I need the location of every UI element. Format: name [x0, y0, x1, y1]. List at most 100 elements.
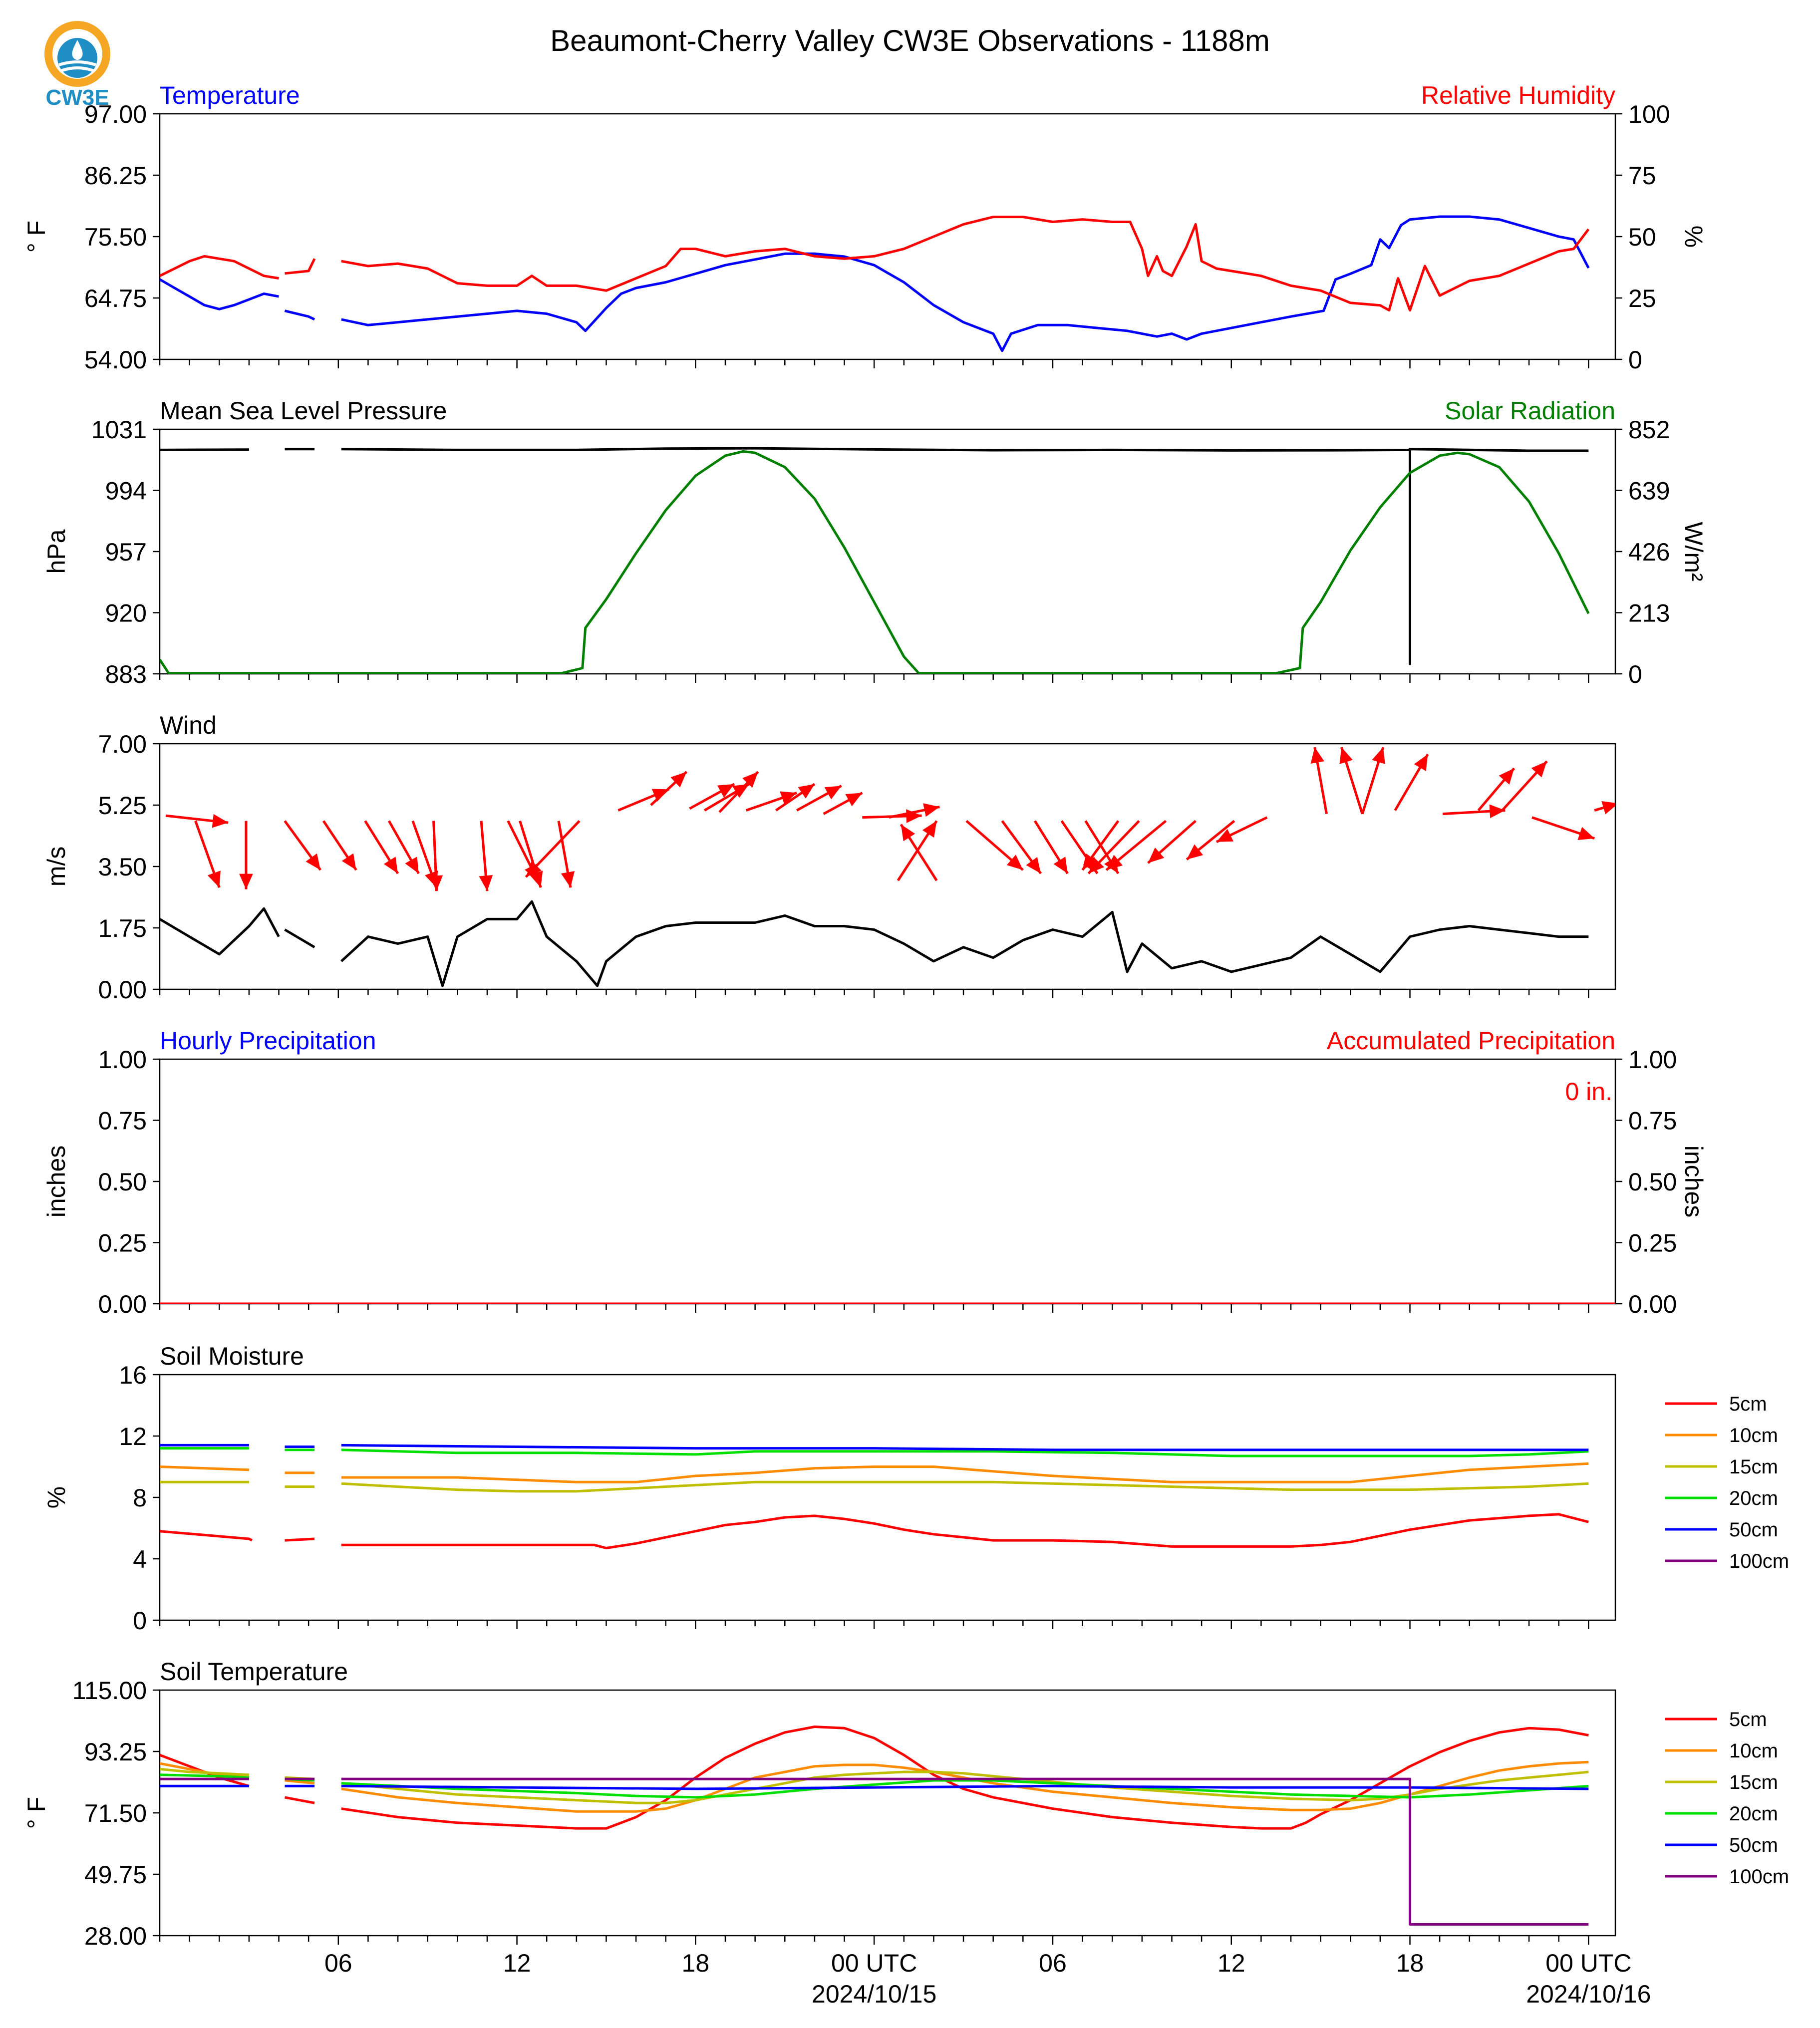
right-tick-label: 50 — [1628, 223, 1656, 251]
wind-arrow — [1186, 820, 1235, 861]
wind-arrow — [194, 820, 221, 888]
right-tick-label: 25 — [1628, 285, 1656, 312]
wind-arrow — [1501, 760, 1548, 812]
right-tick-label: 1.00 — [1628, 1046, 1677, 1074]
x-axis: 06 12 18 00 UTC 06 12 18 00 UTC 2024/10/15 2024/1… — [324, 1949, 1651, 2008]
right-tick-label: 75 — [1628, 162, 1656, 190]
legend-label: 5cm — [1729, 1709, 1767, 1731]
series-line-solar-radiation — [160, 450, 1590, 674]
legend-label: 100cm — [1729, 1550, 1789, 1572]
left-tick-label: 75.50 — [84, 223, 147, 251]
wind-arrow — [1310, 747, 1328, 815]
series-line-5cm — [160, 1513, 1589, 1549]
left-tick-label: 12 — [119, 1423, 147, 1450]
series-line-50cm — [160, 1784, 1589, 1790]
wind-arrow — [796, 785, 842, 812]
left-unit-label: ° F — [22, 221, 50, 253]
left-tick-label: 3.50 — [98, 853, 147, 881]
wind-arrow — [1477, 767, 1516, 812]
panel-soil_moisture: Soil Moisture 0 4 8 12 16% 5cm 10cm 15cm 20cm 50cm… — [42, 1342, 1789, 1635]
left-tick-label: 1.00 — [98, 1046, 147, 1074]
wind-arrow — [1442, 804, 1506, 819]
left-tick-label: 8 — [133, 1484, 147, 1512]
right-tick-label: 0.00 — [1628, 1290, 1677, 1318]
right-tick-label: 213 — [1628, 599, 1670, 627]
left-axis-title: Soil Temperature — [160, 1658, 348, 1686]
legend-label: 15cm — [1729, 1771, 1778, 1793]
logo-drop-icon — [72, 40, 83, 60]
right-axis-title: Relative Humidity — [1421, 81, 1615, 109]
x-tick-label: 18 — [1396, 1949, 1424, 1977]
wind-arrows — [165, 747, 1615, 891]
left-tick-label: 0.75 — [98, 1107, 147, 1135]
x-tick-label: 12 — [1217, 1949, 1245, 1977]
legend-label: 15cm — [1729, 1456, 1778, 1478]
left-axis-title: Temperature — [160, 81, 300, 109]
right-tick-label: 639 — [1628, 477, 1670, 505]
left-tick-label: 86.25 — [84, 162, 147, 190]
right-tick-label: 0.75 — [1628, 1107, 1677, 1135]
legend-label: 100cm — [1729, 1866, 1789, 1888]
wind-arrow — [889, 803, 940, 819]
right-tick-label: 0 — [1628, 660, 1642, 688]
left-tick-label: 115.00 — [72, 1677, 147, 1705]
x-tick-label: 12 — [503, 1949, 531, 1977]
wind-arrow — [823, 792, 863, 815]
left-axis-title: Hourly Precipitation — [160, 1027, 376, 1055]
wind-arrow — [775, 783, 816, 812]
wind-arrow — [239, 821, 253, 889]
legend-label: 20cm — [1729, 1487, 1778, 1509]
figure-title: Beaumont-Cherry Valley CW3E Observations… — [550, 24, 1270, 57]
wind-arrow — [718, 771, 759, 813]
left-axis-title: Soil Moisture — [160, 1342, 304, 1370]
panel-wind: Wind 0.00 1.75 3.50 5.25 7.00 m/s — [42, 711, 1616, 1004]
wind-arrow — [525, 820, 581, 878]
left-unit-label: % — [42, 1486, 70, 1508]
wind-arrow — [284, 820, 322, 871]
x-tick-label: 00 UTC — [831, 1949, 917, 1977]
wind-arrow — [322, 820, 357, 871]
right-tick-label: 100 — [1628, 100, 1670, 128]
right-unit-label: W/m² — [1680, 522, 1708, 581]
wind-arrow — [429, 821, 443, 891]
left-tick-label: 16 — [119, 1361, 147, 1389]
wind-arrow — [1105, 820, 1167, 871]
wind-arrow — [1087, 820, 1140, 874]
left-tick-label: 957 — [105, 538, 147, 566]
series-line-temperature — [160, 215, 1590, 352]
left-tick-label: 1.75 — [98, 914, 147, 942]
panels: Temperature Relative Humidity 54.00 64.75 75… — [22, 81, 1789, 2008]
wind-arrow — [1147, 820, 1197, 864]
left-tick-label: 5.25 — [98, 792, 147, 820]
left-tick-label: 28.00 — [84, 1922, 147, 1950]
wind-arrow — [1594, 801, 1615, 815]
wind-arrow — [745, 791, 797, 812]
wind-arrow — [479, 821, 493, 891]
panel-precip: Hourly Precipitation Accumulated Precipit… — [42, 1027, 1708, 1318]
right-tick-label: 426 — [1628, 538, 1670, 566]
left-unit-label: m/s — [42, 847, 70, 887]
legend-label: 50cm — [1729, 1519, 1778, 1541]
left-tick-label: 64.75 — [84, 285, 147, 312]
right-tick-label: 0 — [1628, 346, 1642, 374]
wind-arrow — [1081, 820, 1120, 871]
left-tick-label: 0.00 — [98, 976, 147, 1004]
legend-label: 5cm — [1729, 1393, 1767, 1415]
series-line-20cm — [160, 1447, 1589, 1457]
left-tick-label: 994 — [105, 477, 147, 505]
right-tick-label: 0.25 — [1628, 1229, 1677, 1257]
wind-arrow — [689, 783, 735, 810]
legend-label: 20cm — [1729, 1803, 1778, 1825]
logo-text: CW3E — [45, 85, 109, 110]
series-line-mean-sea-level-pressure — [160, 447, 1589, 665]
x-tick-label: 06 — [324, 1949, 352, 1977]
wind-arrow — [387, 820, 420, 874]
right-tick-label: 852 — [1628, 416, 1670, 444]
wind-arrow — [1034, 820, 1069, 874]
right-unit-label: % — [1680, 226, 1708, 248]
x-date-label: 2024/10/16 — [1526, 1980, 1651, 2008]
left-tick-label: 54.00 — [84, 346, 147, 374]
panel-temp_rh: Temperature Relative Humidity 54.00 64.75 75… — [22, 81, 1708, 374]
left-unit-label: hPa — [42, 529, 70, 574]
wind-arrow — [650, 771, 688, 806]
